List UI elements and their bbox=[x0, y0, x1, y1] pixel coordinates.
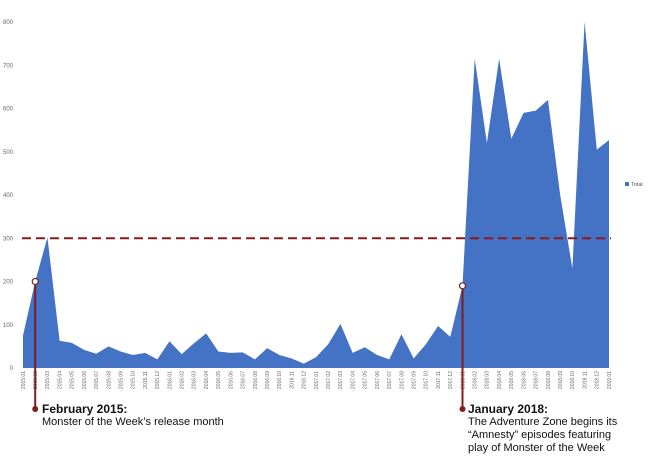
annotation-2-text-line3: play of Monster of the Week bbox=[468, 442, 605, 456]
series-total-area bbox=[23, 22, 609, 368]
x-tick-label: 2017.10 bbox=[424, 371, 430, 389]
x-axis-labels: 2015.012015.022015.032015.042015.052015.… bbox=[21, 371, 613, 389]
annotation-point-marker bbox=[460, 283, 466, 289]
legend-swatch bbox=[625, 182, 629, 186]
x-tick-label: 2015.12 bbox=[155, 371, 161, 389]
y-tick-label: 800 bbox=[3, 20, 14, 26]
x-tick-label: 2018.02 bbox=[473, 371, 479, 389]
x-tick-label: 2017.05 bbox=[363, 371, 369, 389]
x-tick-label: 2018.10 bbox=[570, 371, 576, 389]
x-tick-label: 2016.09 bbox=[265, 371, 271, 389]
x-tick-label: 2015.10 bbox=[131, 371, 137, 389]
x-tick-label: 2016.06 bbox=[228, 371, 234, 389]
y-tick-label: 200 bbox=[3, 280, 14, 286]
y-tick-label: 300 bbox=[3, 236, 14, 242]
x-tick-label: 2018.03 bbox=[485, 371, 491, 389]
x-tick-label: 2017.08 bbox=[399, 371, 405, 389]
x-tick-label: 2018.08 bbox=[546, 371, 552, 389]
x-tick-label: 2017.11 bbox=[436, 371, 442, 389]
annotation-1-title: February 2015: bbox=[42, 402, 127, 416]
x-tick-label: 2016.02 bbox=[180, 371, 186, 389]
annotation-2-title: January 2018: bbox=[468, 402, 548, 416]
legend-label: Total bbox=[631, 182, 643, 188]
y-tick-label: 500 bbox=[3, 150, 14, 156]
annotation-2-text-line2: “Amnesty” episodes featuring bbox=[468, 429, 611, 443]
x-tick-label: 2016.10 bbox=[277, 371, 283, 389]
y-tick-label: 700 bbox=[3, 63, 14, 69]
x-tick-label: 2017.04 bbox=[350, 371, 356, 389]
x-tick-label: 2018.05 bbox=[509, 371, 515, 389]
x-tick-label: 2015.07 bbox=[94, 371, 100, 389]
y-tick-label: 400 bbox=[3, 193, 14, 199]
y-tick-label: 600 bbox=[3, 107, 14, 113]
x-tick-label: 2015.03 bbox=[45, 371, 51, 389]
annotation-point-marker bbox=[32, 279, 38, 285]
y-tick-label: 0 bbox=[10, 366, 14, 372]
x-tick-label: 2015.08 bbox=[106, 371, 112, 389]
x-tick-label: 2016.05 bbox=[216, 371, 222, 389]
x-tick-label: 2015.05 bbox=[70, 371, 76, 389]
annotation-1-text: Monster of the Week’s release month bbox=[42, 416, 224, 430]
x-tick-label: 2015.11 bbox=[143, 371, 149, 389]
x-tick-label: 2018.04 bbox=[497, 371, 503, 389]
x-tick-label: 2017.03 bbox=[338, 371, 344, 389]
x-tick-label: 2015.09 bbox=[118, 371, 124, 389]
x-tick-label: 2018.06 bbox=[521, 371, 527, 389]
x-tick-label: 2016.08 bbox=[253, 371, 259, 389]
x-tick-label: 2018.11 bbox=[582, 371, 588, 389]
x-tick-label: 2017.02 bbox=[326, 371, 332, 389]
x-tick-label: 2016.01 bbox=[167, 371, 173, 389]
annotation-end-dot bbox=[460, 406, 466, 412]
y-axis-labels: 0 100 200 300 400 500 600 700 800 bbox=[3, 20, 14, 372]
legend: Total bbox=[625, 182, 643, 188]
x-tick-label: 2017.06 bbox=[375, 371, 381, 389]
x-tick-label: 2016.04 bbox=[204, 371, 210, 389]
x-tick-label: 2015.06 bbox=[82, 371, 88, 389]
x-tick-label: 2016.11 bbox=[289, 371, 295, 389]
x-tick-label: 2017.07 bbox=[387, 371, 393, 389]
x-tick-label: 2015.04 bbox=[57, 371, 63, 389]
x-tick-label: 2018.12 bbox=[595, 371, 601, 389]
x-tick-label: 2018.09 bbox=[558, 371, 564, 389]
x-tick-label: 2016.07 bbox=[241, 371, 247, 389]
x-tick-label: 2017.01 bbox=[314, 371, 320, 389]
plot-area bbox=[23, 22, 609, 368]
x-tick-label: 2017.12 bbox=[448, 371, 454, 389]
y-tick-label: 100 bbox=[3, 323, 14, 329]
x-tick-label: 2015.01 bbox=[21, 371, 27, 389]
x-tick-label: 2016.03 bbox=[192, 371, 198, 389]
x-tick-label: 2019.01 bbox=[607, 371, 613, 389]
x-tick-label: 2018.07 bbox=[534, 371, 540, 389]
x-tick-label: 2016.12 bbox=[302, 371, 308, 389]
annotation-end-dot bbox=[32, 406, 38, 412]
annotation-2-text-line1: The Adventure Zone begins its bbox=[468, 416, 617, 430]
x-tick-label: 2017.09 bbox=[411, 371, 417, 389]
